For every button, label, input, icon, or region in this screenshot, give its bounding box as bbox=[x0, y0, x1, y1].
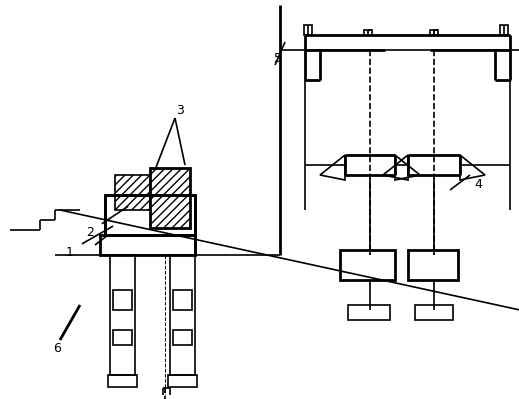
Text: 5: 5 bbox=[274, 51, 282, 65]
Bar bbox=[100, 235, 195, 255]
Bar bbox=[115, 175, 150, 210]
Bar bbox=[415, 305, 453, 320]
Bar bbox=[364, 30, 372, 35]
Bar bbox=[170, 255, 195, 375]
Text: 2: 2 bbox=[86, 225, 94, 239]
Bar bbox=[340, 250, 395, 280]
Bar bbox=[108, 375, 137, 387]
Bar bbox=[173, 330, 192, 345]
Bar bbox=[430, 30, 438, 35]
Bar bbox=[168, 375, 197, 387]
Bar bbox=[113, 330, 132, 345]
Bar bbox=[173, 290, 192, 310]
Text: 1: 1 bbox=[66, 245, 74, 259]
Bar bbox=[408, 250, 458, 280]
Bar bbox=[304, 25, 312, 35]
Bar bbox=[150, 168, 190, 228]
Bar bbox=[348, 305, 390, 320]
Bar bbox=[113, 290, 132, 310]
Bar bbox=[500, 25, 508, 35]
Text: 3: 3 bbox=[176, 103, 184, 117]
Bar bbox=[105, 195, 195, 235]
Text: 4: 4 bbox=[474, 178, 482, 192]
Bar bbox=[110, 255, 135, 375]
Text: 6: 6 bbox=[53, 342, 61, 354]
